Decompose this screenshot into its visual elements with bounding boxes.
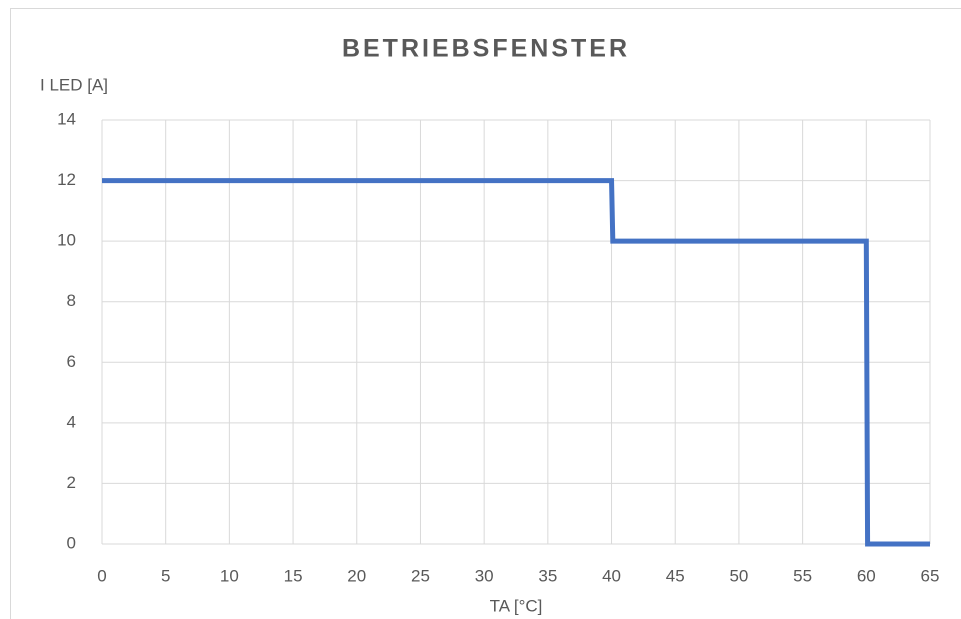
x-tick-label: 65 [921,566,940,585]
x-tick-label: 50 [729,566,748,585]
x-tick-label: 40 [602,566,621,585]
x-tick-label: 30 [475,566,494,585]
x-tick-label: 20 [347,566,366,585]
y-tick-label: 2 [67,473,76,492]
y-tick-label: 14 [57,109,76,128]
x-tick-label: 35 [538,566,557,585]
y-tick-label: 12 [57,170,76,189]
x-tick-label: 0 [97,566,106,585]
x-tick-label: 45 [666,566,685,585]
y-tick-label: 10 [57,231,76,250]
y-tick-label: 8 [67,291,76,310]
chart-title: BETRIEBSFENSTER [342,35,630,63]
y-tick-label: 0 [67,533,76,552]
x-tick-label: 10 [220,566,239,585]
x-tick-label: 25 [411,566,430,585]
y-tick-label: 4 [67,412,76,431]
data-line [102,178,930,547]
y-axis-title: I LED [A] [40,75,108,94]
x-tick-label: 15 [284,566,303,585]
y-tick-label: 6 [67,352,76,371]
x-axis-title: TA [°C] [490,596,543,615]
x-tick-label: 55 [793,566,812,585]
chart-border [10,8,961,619]
x-tick-label: 5 [161,566,170,585]
x-tick-label: 60 [857,566,876,585]
